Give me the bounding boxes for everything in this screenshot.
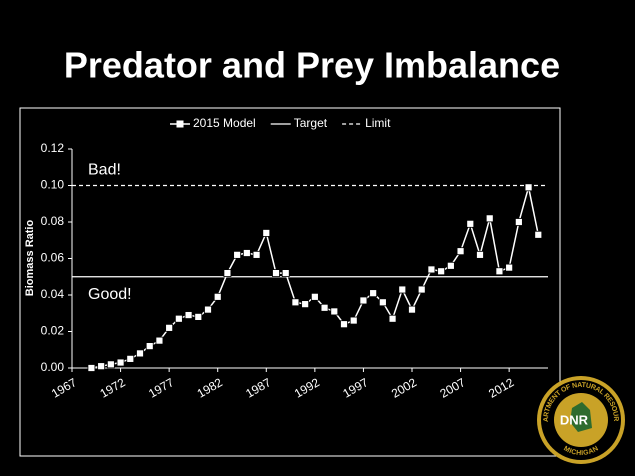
data-point <box>476 250 484 259</box>
logo-ring-text: MICHIGAN <box>562 445 599 457</box>
data-point <box>165 323 174 332</box>
data-point <box>340 320 348 329</box>
data-point <box>408 305 416 314</box>
y-tick-label: 0.10 <box>41 178 65 192</box>
data-point <box>398 285 407 294</box>
logo-center: DNR <box>560 412 589 427</box>
data-point <box>359 296 368 305</box>
data-point <box>291 298 300 307</box>
data-point <box>213 292 222 301</box>
data-point <box>495 267 504 276</box>
data-point <box>145 342 154 351</box>
data-point <box>242 249 251 257</box>
data-point <box>505 263 514 272</box>
data-point <box>466 219 475 228</box>
chart-title: Predator and Prey Imbalance <box>64 45 560 86</box>
data-point <box>301 300 310 309</box>
y-tick-label: 0.12 <box>41 141 65 155</box>
data-point <box>262 229 271 237</box>
data-point <box>485 214 494 223</box>
data-point <box>136 349 144 358</box>
data-point <box>281 269 290 278</box>
data-point <box>223 269 232 278</box>
data-point <box>378 298 387 307</box>
data-point <box>310 292 319 301</box>
y-tick-label: 0.08 <box>41 214 65 228</box>
data-point <box>126 354 135 363</box>
data-point <box>417 285 426 294</box>
data-point <box>116 358 125 367</box>
annotation: Bad! <box>88 162 121 179</box>
data-point <box>456 247 465 256</box>
legend-label: Target <box>294 116 328 130</box>
data-point <box>446 261 455 270</box>
y-axis-label: Biomass Ratio <box>24 220 36 297</box>
data-point <box>388 314 397 323</box>
data-point <box>194 312 203 321</box>
data-point <box>204 305 212 314</box>
annotation: Good! <box>88 286 132 303</box>
data-point <box>349 316 358 325</box>
y-tick-label: 0.02 <box>41 324 65 338</box>
logo-map <box>570 402 592 432</box>
y-tick-label: 0.00 <box>41 360 65 374</box>
data-point <box>252 250 261 259</box>
data-point <box>233 250 242 259</box>
data-point <box>106 360 115 369</box>
legend-label: Limit <box>365 116 391 130</box>
data-point <box>369 289 378 298</box>
logo-ring-bottom: MICHIGAN <box>562 445 599 457</box>
data-point <box>174 314 183 323</box>
data-point <box>87 364 96 372</box>
legend-marker <box>176 120 184 128</box>
data-point <box>437 267 446 276</box>
data-point <box>272 269 280 278</box>
data-point <box>534 230 543 239</box>
y-tick-label: 0.06 <box>41 251 65 265</box>
data-point <box>524 183 533 192</box>
data-point <box>320 303 329 312</box>
data-point <box>427 265 436 274</box>
y-tick-label: 0.04 <box>41 287 65 301</box>
data-point <box>514 218 523 226</box>
chart-frame <box>19 107 561 457</box>
data-point <box>184 311 193 319</box>
data-point <box>155 336 164 345</box>
legend-label: 2015 Model <box>193 116 256 130</box>
data-point <box>97 362 106 371</box>
data-point <box>330 307 339 316</box>
